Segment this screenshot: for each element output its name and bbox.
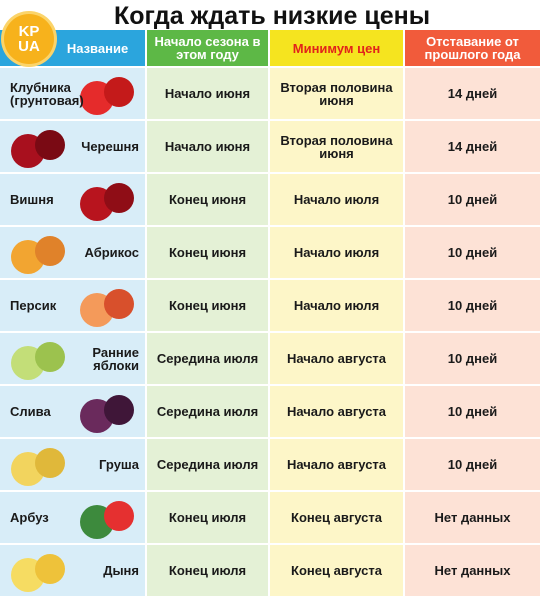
fruit-name: Груша [99, 457, 139, 472]
table-cell: Вторая половина июня [270, 121, 405, 174]
table-cell: 14 дней [405, 68, 542, 121]
name-cell: Вишня [0, 174, 147, 227]
fruit-icon [80, 289, 134, 327]
table-cell: Середина июля [147, 333, 270, 386]
fruit-name: Дыня [103, 563, 139, 578]
table-cell: Конец августа [270, 492, 405, 545]
table-cell: 10 дней [405, 227, 542, 280]
name-cell: Абрикос [0, 227, 147, 280]
table-cell: Конец августа [270, 545, 405, 598]
fruit-shape [35, 236, 65, 266]
name-cell: Клубника (грунтовая) [0, 68, 147, 121]
table-cell: Начало августа [270, 439, 405, 492]
table-cell: Конец июня [147, 280, 270, 333]
name-cell: Дыня [0, 545, 147, 598]
table-cell: Начало июля [270, 227, 405, 280]
table-cell: Начало июня [147, 121, 270, 174]
fruit-shape [104, 501, 134, 531]
fruit-name: Слива [10, 404, 51, 419]
fruit-name: Персик [10, 298, 57, 313]
header-cell: Начало сезона в этом году [147, 30, 270, 68]
table-cell: 10 дней [405, 439, 542, 492]
fruit-shape [35, 554, 65, 584]
name-cell: Груша [0, 439, 147, 492]
table-cell: Конец июня [147, 174, 270, 227]
fruit-shape [35, 448, 65, 478]
name-cell: Черешня [0, 121, 147, 174]
table-cell: Середина июля [147, 439, 270, 492]
fruit-shape [104, 289, 134, 319]
fruit-icon [80, 395, 134, 433]
fruit-shape [104, 395, 134, 425]
fruit-icon [80, 501, 134, 539]
fruit-shape [35, 130, 65, 160]
table-cell: Середина июля [147, 386, 270, 439]
header-cell: Минимум цен [270, 30, 405, 68]
table-cell: Конец июля [147, 492, 270, 545]
name-cell: Персик [0, 280, 147, 333]
title: Когда ждать низкие цены [113, 2, 431, 30]
table-cell: Конец июня [147, 227, 270, 280]
logo-text: KP [18, 23, 40, 40]
logo-text: UA [18, 38, 40, 55]
fruit-icon [11, 554, 65, 592]
name-cell: Слива [0, 386, 147, 439]
fruit-icon [11, 342, 65, 380]
fruit-name: Абрикос [84, 245, 139, 260]
table-cell: 10 дней [405, 333, 542, 386]
name-cell: Арбуз [0, 492, 147, 545]
fruit-shape [104, 183, 134, 213]
table-cell: Нет данных [405, 545, 542, 598]
fruit-icon [11, 130, 65, 168]
logo: KP UA [4, 14, 54, 64]
fruit-shape [104, 77, 134, 107]
table: Название Начало сезона в этом году Минимум… [0, 30, 542, 598]
fruit-name: Ранние яблоки [92, 344, 139, 373]
fruit-name: Клубника (грунтовая) [10, 79, 84, 108]
header-cell: Отставание от прошлого года [405, 30, 542, 68]
fruit-icon [11, 448, 65, 486]
fruit-name: Арбуз [10, 510, 49, 525]
table-cell: 10 дней [405, 280, 542, 333]
table-cell: Начало июня [147, 68, 270, 121]
fruit-name: Черешня [81, 139, 139, 154]
fruit-icon [80, 77, 134, 115]
table-cell: 14 дней [405, 121, 542, 174]
name-cell: Ранние яблоки [0, 333, 147, 386]
fruit-shape [35, 342, 65, 372]
fruit-name: Вишня [10, 192, 54, 207]
table-cell: Конец июля [147, 545, 270, 598]
table-cell: 10 дней [405, 386, 542, 439]
fruit-icon [11, 236, 65, 274]
table-cell: 10 дней [405, 174, 542, 227]
table-cell: Начало августа [270, 333, 405, 386]
table-cell: Начало июля [270, 280, 405, 333]
table-cell: Вторая половина июня [270, 68, 405, 121]
fruit-icon [80, 183, 134, 221]
table-cell: Нет данных [405, 492, 542, 545]
table-cell: Начало августа [270, 386, 405, 439]
table-cell: Начало июля [270, 174, 405, 227]
